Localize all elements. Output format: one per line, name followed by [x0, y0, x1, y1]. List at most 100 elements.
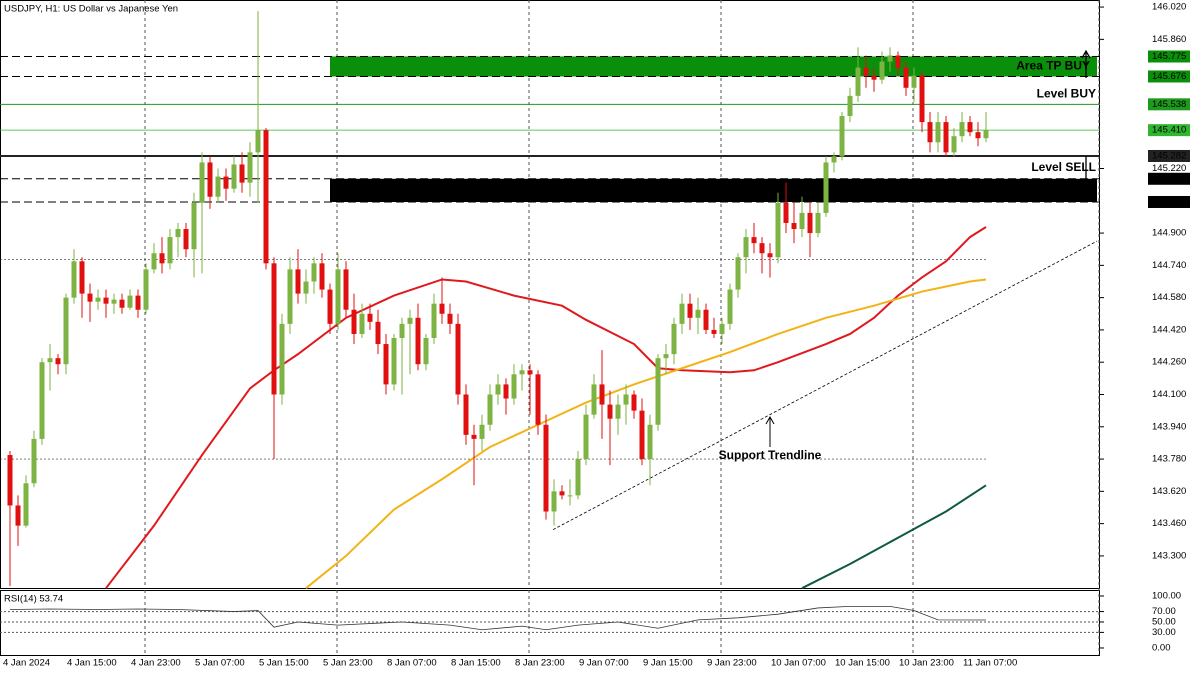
trendline [552, 240, 1098, 531]
candle-body [663, 354, 669, 359]
candle-body [775, 202, 781, 258]
candle-body [487, 394, 493, 425]
candle-body [31, 438, 37, 484]
price-box [1148, 50, 1190, 63]
price-box [1148, 98, 1190, 111]
x-tick-label: 4 Jan 15:00 [67, 658, 117, 669]
candle-body [943, 122, 949, 153]
y-tick-label: 143.620 [1152, 486, 1186, 497]
moving-average [105, 226, 987, 589]
candle-body [791, 222, 797, 230]
y-tick-label: 146.020 [1152, 2, 1186, 13]
candle-body [703, 309, 709, 330]
candle-body [119, 299, 125, 308]
candle-body [623, 394, 629, 405]
zone [330, 56, 1097, 77]
candle-body [959, 122, 965, 137]
candle-body [711, 329, 717, 334]
candle-body [255, 130, 261, 153]
candle-body [271, 263, 277, 395]
arrow [1081, 156, 1091, 197]
candle-body [199, 162, 205, 203]
candle-body [559, 491, 565, 496]
candle-body [807, 212, 813, 234]
candle-body [935, 122, 941, 143]
candle-body [863, 67, 869, 76]
candle-body [263, 130, 269, 264]
x-tick-label: 5 Jan 15:00 [259, 658, 309, 669]
candle-body [367, 313, 373, 322]
candle-body [327, 289, 333, 324]
y-tick-label: 144.900 [1152, 228, 1186, 239]
candle-body [159, 253, 165, 264]
y-tick-label: 144.580 [1152, 292, 1186, 303]
x-tick-label: 4 Jan 2024 [3, 658, 50, 669]
rsi-frame [0, 590, 1100, 656]
price-box-label: 145.054 [1152, 197, 1186, 208]
candle-body [887, 55, 893, 62]
y-tick-label: 145.220 [1152, 163, 1186, 174]
candle-body [911, 75, 917, 88]
candle-body [655, 358, 661, 425]
level-label: Level BUY [1037, 86, 1096, 100]
candle-body [231, 164, 237, 189]
arrow [1081, 49, 1091, 78]
candle-body [143, 269, 149, 310]
candle-body [495, 384, 501, 395]
candle-body [151, 253, 157, 270]
price-box [1148, 195, 1190, 208]
candle-body [967, 122, 973, 133]
candle-body [79, 261, 85, 294]
candle-body [415, 317, 421, 365]
candle-body [543, 424, 549, 512]
x-tick-label: 8 Jan 23:00 [515, 658, 565, 669]
candle-body [359, 313, 365, 334]
candle-body [247, 152, 253, 183]
x-tick-label: 8 Jan 15:00 [451, 658, 501, 669]
candle-body [15, 505, 21, 526]
price-box-label: 145.410 [1152, 125, 1186, 136]
y-tick-label: 144.100 [1152, 389, 1186, 400]
candle-body [687, 303, 693, 318]
candle-body [919, 75, 925, 123]
plot [0, 0, 1100, 655]
candle-body [583, 414, 589, 460]
candle-body [39, 362, 45, 439]
candle-body [599, 384, 605, 405]
candle-body [71, 261, 77, 298]
x-tick-label: 5 Jan 07:00 [195, 658, 245, 669]
candle-body [831, 156, 837, 163]
y-tick-label: 143.300 [1152, 550, 1186, 561]
candle-body [287, 269, 293, 324]
zone-label: Area TP BUY [1016, 59, 1090, 73]
candle-body [279, 323, 285, 395]
trendline-label: Support Trendline [719, 448, 822, 462]
candle-body [847, 95, 853, 117]
candle-body [455, 323, 461, 395]
rsi-line [9, 605, 987, 631]
candle-body [719, 323, 725, 334]
candle-body [127, 295, 133, 308]
candle-body [47, 358, 53, 363]
x-tick-label: 10 Jan 23:00 [899, 658, 954, 669]
candle-body [167, 237, 173, 264]
candle-body [311, 263, 317, 282]
candle-body [191, 202, 197, 250]
x-tick-label: 10 Jan 15:00 [835, 658, 890, 669]
candle-body [799, 212, 805, 230]
price-box [1148, 149, 1190, 162]
price-box [1148, 70, 1190, 83]
candle-body [399, 323, 405, 338]
candle-body [631, 394, 637, 411]
candle-body [607, 404, 613, 419]
candle-body [391, 337, 397, 385]
candle-body [727, 289, 733, 324]
candle-body [639, 410, 645, 460]
candle-body [767, 253, 773, 258]
x-tick-label: 9 Jan 15:00 [643, 658, 693, 669]
candle-body [903, 67, 909, 88]
y-tick-label: 144.420 [1152, 324, 1186, 335]
y-tick-label: 144.260 [1152, 357, 1186, 368]
candle-body [407, 317, 413, 324]
